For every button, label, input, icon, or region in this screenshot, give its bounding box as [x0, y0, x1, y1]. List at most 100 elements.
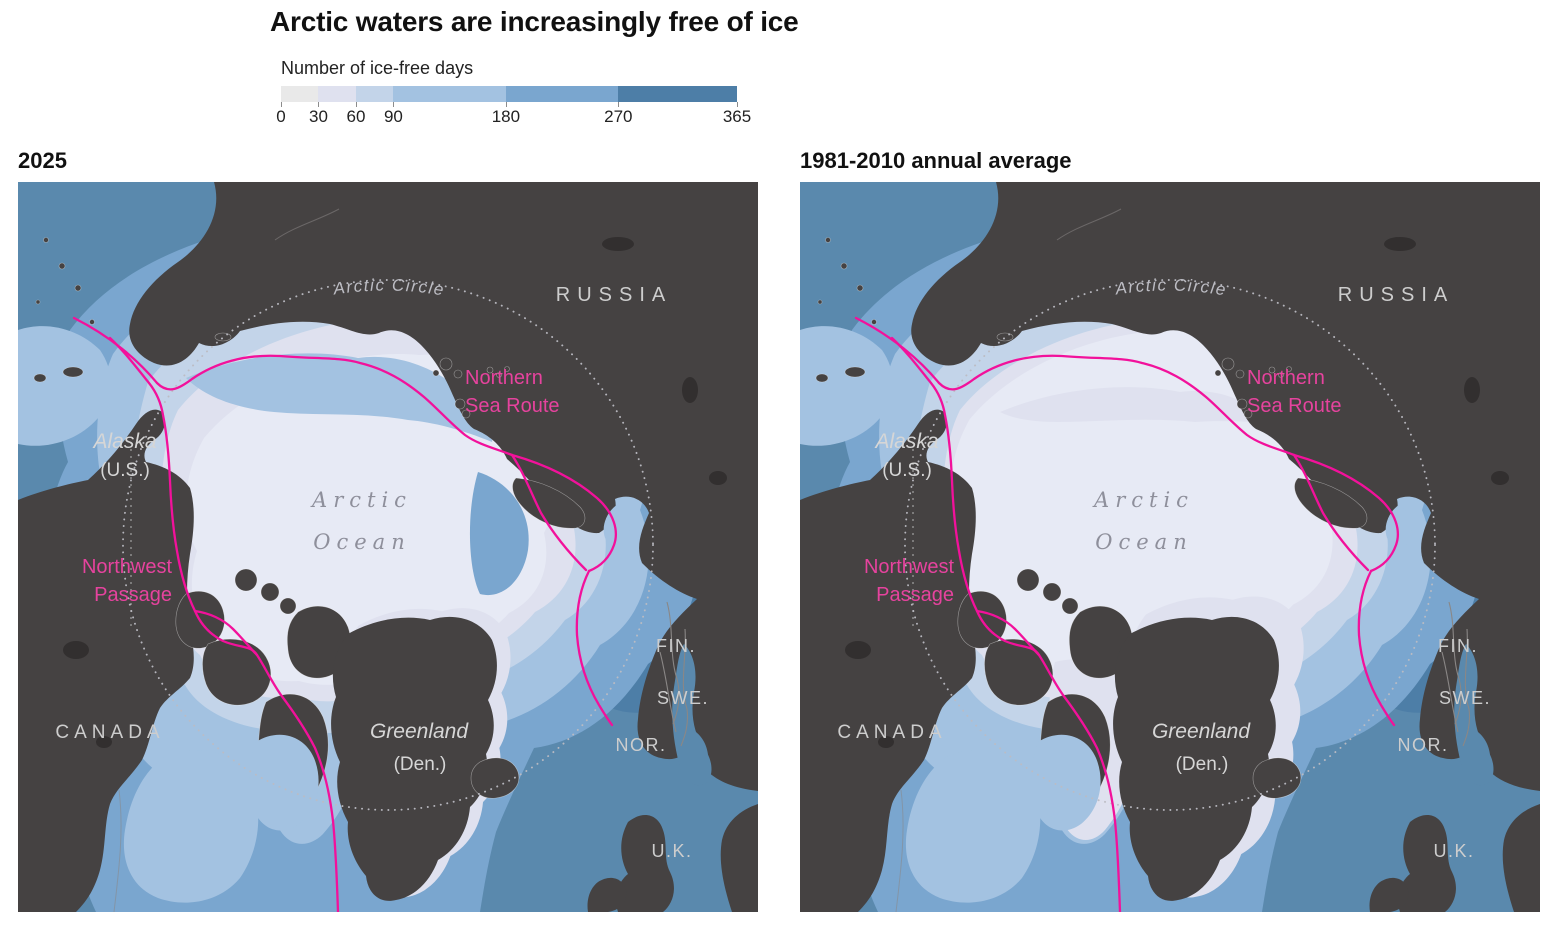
legend-tick-mark — [393, 102, 395, 107]
map-title-2025: 2025 — [18, 148, 67, 173]
norway-label: NOR. — [616, 735, 667, 755]
gulf-of-bothnia — [1454, 644, 1494, 786]
northern-sea-route-label-1: Northern — [465, 367, 543, 389]
uk-land — [616, 815, 674, 912]
northwest-passage-label-1: Northwest — [82, 556, 172, 578]
europe-corner-land — [720, 804, 758, 912]
finland-label: FIN. — [656, 636, 696, 656]
maps-row: 2025 — [18, 148, 1540, 912]
greenland-sub-label: (Den.) — [394, 754, 447, 775]
shipping-routes — [854, 316, 1399, 912]
northern-sea-route-line — [72, 316, 514, 457]
legend-tick-label: 30 — [309, 107, 328, 126]
legend-tick-label: 0 — [276, 107, 286, 126]
sweden-label: SWE. — [1439, 688, 1491, 708]
svalbard-islands — [432, 357, 463, 379]
norway-label: NOR. — [1398, 735, 1449, 755]
northwest-passage-line — [890, 336, 1122, 912]
severnaya-zemlya-islands — [1236, 398, 1253, 419]
legend-color-bar — [281, 86, 737, 102]
sweden-label: SWE. — [657, 688, 709, 708]
legend-tick-mark — [281, 102, 282, 107]
north-america-land — [800, 409, 976, 912]
legend-tick-mark — [318, 102, 320, 107]
legend-tick-mark — [737, 102, 738, 107]
arctic-circle-line — [122, 279, 654, 811]
franz-josef-islands — [486, 366, 510, 378]
page-title: Arctic waters are increasingly free of i… — [270, 6, 799, 37]
legend-segment — [318, 86, 356, 102]
legend-segment — [618, 86, 737, 102]
alaska-label: Alaska — [91, 430, 156, 453]
inland-water — [63, 237, 727, 903]
uk-label: U.K. — [651, 841, 692, 861]
finland-label: FIN. — [1438, 636, 1478, 656]
russia-eurasia-land — [911, 182, 1540, 791]
legend-scale: 0 30 60 90 180 270 365 — [276, 102, 751, 128]
landmasses — [18, 182, 758, 912]
ice-free-days-legend: Number of ice-free days 0 30 60 90 180 270 365 — [276, 58, 751, 128]
northern-sea-route-label-1: Northern — [1247, 367, 1325, 389]
uk-land — [1398, 815, 1456, 912]
arctic-ocean-label-1: Arctic — [1092, 488, 1194, 512]
map-panel-average: 1981-2010 annual average — [800, 148, 1540, 912]
canada-label: CANADA — [837, 722, 946, 743]
northern-sea-route-line — [854, 316, 1296, 457]
bering-sea-islands — [33, 237, 232, 383]
bering-sea-islands — [815, 237, 1014, 383]
russia-label: RUSSIA — [556, 284, 672, 306]
country-borders — [895, 208, 1471, 912]
ireland-land — [587, 877, 627, 912]
svalbard-islands — [1214, 357, 1245, 379]
legend-tick-mark — [355, 102, 357, 107]
map-panel-2025: 2025 — [18, 148, 758, 912]
map-2025: Arctic Circle RUSSIA Northern Sea Route … — [18, 182, 758, 912]
country-borders — [113, 208, 689, 912]
ireland-land — [1369, 877, 1409, 912]
greenland-label: Greenland — [1152, 720, 1251, 743]
northwest-passage-label-2: Passage — [876, 584, 954, 606]
northwest-passage-label-1: Northwest — [864, 556, 954, 578]
landmasses — [800, 182, 1540, 912]
shipping-routes — [72, 316, 617, 912]
legend-segment — [281, 86, 319, 102]
northern-sea-route-label-2: Sea Route — [1247, 395, 1342, 417]
map-labels: RUSSIA Northern Sea Route Alaska (U.S.) … — [837, 284, 1491, 861]
map-title-average: 1981-2010 annual average — [800, 148, 1072, 173]
greenland-label: Greenland — [370, 720, 469, 743]
greenland-sub-label: (Den.) — [1176, 754, 1229, 775]
franz-josef-islands — [1268, 366, 1292, 378]
legend-tick-label: 270 — [604, 107, 633, 126]
canada-label: CANADA — [55, 722, 164, 743]
hudson-bay — [123, 734, 319, 903]
legend-tick-label: 365 — [722, 107, 752, 126]
alaska-label: Alaska — [873, 430, 938, 453]
legend-tick-label: 90 — [383, 107, 403, 126]
arctic-ocean-label-2: Ocean — [1095, 530, 1192, 554]
legend-tick-mark — [505, 102, 507, 107]
legend-tick-label: 60 — [346, 107, 366, 126]
north-america-land — [18, 409, 194, 912]
map-1981-2010-average: Arctic Circle RUSSIA Northern Sea Route … — [800, 182, 1540, 912]
russia-label: RUSSIA — [1338, 284, 1454, 306]
hudson-bay — [905, 734, 1101, 903]
iceland-land — [1252, 757, 1302, 799]
alaska-sub-label: (U.S.) — [882, 460, 932, 481]
europe-corner-land — [1502, 804, 1540, 912]
legend-tick-label: 180 — [491, 107, 521, 126]
ice-pack-2025 — [185, 353, 558, 685]
severnaya-zemlya-islands — [454, 398, 471, 419]
legend-segment — [355, 86, 394, 102]
map-labels: RUSSIA Northern Sea Route Alaska (U.S.) … — [55, 284, 709, 861]
arctic-circle-line — [904, 279, 1436, 811]
gulf-of-bothnia — [672, 644, 712, 786]
northern-sea-route-label-2: Sea Route — [465, 395, 560, 417]
arctic-ocean-label-1: Arctic — [310, 488, 412, 512]
northwest-passage-line — [108, 336, 340, 912]
russia-eurasia-land — [129, 182, 758, 791]
alaska-sub-label: (U.S.) — [100, 460, 150, 481]
legend-segment — [393, 86, 506, 102]
uk-label: U.K. — [1433, 841, 1474, 861]
northwest-passage-label-2: Passage — [94, 584, 172, 606]
legend-tick-mark — [618, 102, 620, 107]
